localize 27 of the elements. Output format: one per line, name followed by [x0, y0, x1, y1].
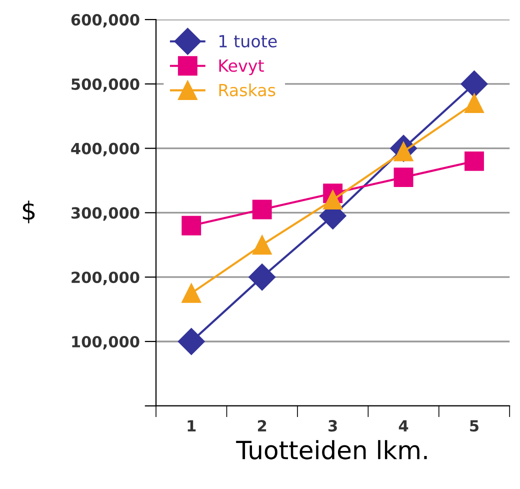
x-tick-label: 4: [398, 420, 408, 432]
y-tick-label: 200,000: [72, 272, 140, 286]
y-tick-label: 500,000: [72, 78, 140, 92]
point: [394, 168, 414, 188]
point: [252, 200, 272, 220]
y-tick-label: 300,000: [71, 207, 140, 221]
x-tick-label: 2: [258, 420, 266, 432]
y-tick-label: 100,000: [72, 336, 140, 350]
point: [182, 283, 202, 303]
legend-label: Raskas: [219, 83, 276, 96]
x-axis-title: Tuotteiden lkm.: [236, 440, 427, 460]
point: [460, 70, 488, 98]
point: [182, 216, 202, 236]
x-tick-label: 1: [188, 420, 196, 432]
point: [464, 94, 484, 113]
y-tick-label: 400,000: [71, 142, 140, 156]
point: [178, 328, 205, 355]
y-axis-title: $: [22, 200, 35, 224]
point: [252, 235, 272, 255]
legend-label: Kevyt: [219, 60, 264, 76]
point: [248, 264, 276, 291]
x-tick-label: 5: [470, 420, 478, 432]
point: [464, 151, 484, 171]
legend-label: 1 tuote: [219, 35, 277, 48]
point: [323, 190, 343, 210]
x-tick-label: 3: [328, 420, 337, 432]
y-tick-label: 600,000: [71, 14, 140, 28]
